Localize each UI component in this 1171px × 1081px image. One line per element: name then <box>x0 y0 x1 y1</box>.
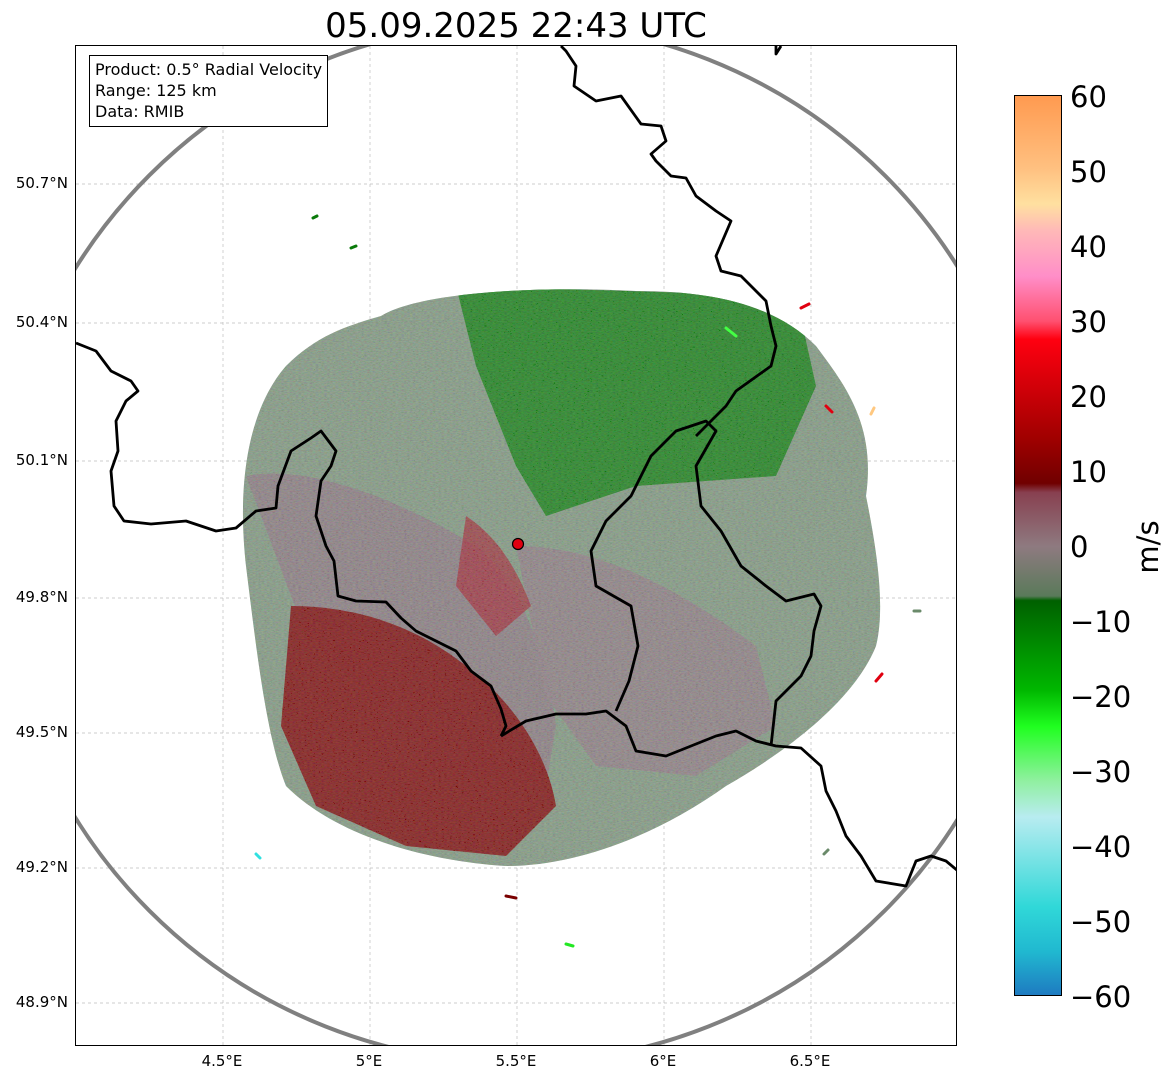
radar-site-marker <box>511 537 525 551</box>
radar-map-svg <box>76 46 956 1045</box>
lon-tick-label: 6.5°E <box>789 1052 831 1070</box>
colorbar-tick: −40 <box>1070 830 1132 864</box>
product-label: Product: 0.5° Radial Velocity <box>95 60 323 79</box>
colorbar-tick: 20 <box>1070 380 1107 414</box>
lat-tick-label: 50.7°N <box>15 174 68 192</box>
lon-tick-label: 6°E <box>649 1052 677 1070</box>
lat-tick-label: 50.4°N <box>15 313 68 331</box>
velocity-colorbar <box>1014 95 1062 996</box>
lat-tick-label: 50.1°N <box>15 451 68 469</box>
colorbar-tick: 40 <box>1070 230 1107 264</box>
colorbar-tick: −60 <box>1070 980 1132 1014</box>
echo-flecks <box>254 214 922 948</box>
radar-map-plot <box>75 45 957 1046</box>
lat-tick-label: 49.2°N <box>15 858 68 876</box>
colorbar-tick: −20 <box>1070 680 1132 714</box>
lat-tick-label: 49.8°N <box>15 588 68 606</box>
lon-tick-label: 5.5°E <box>495 1052 537 1070</box>
colorbar-unit-label: m/s <box>1131 520 1165 574</box>
lon-tick-label: 5°E <box>355 1052 383 1070</box>
map-title: 05.09.2025 22:43 UTC <box>325 6 707 46</box>
colorbar-tick: 0 <box>1070 530 1089 564</box>
country-borders <box>76 46 956 888</box>
lat-tick-label: 48.9°N <box>15 993 68 1011</box>
colorbar-tick: −50 <box>1070 905 1132 939</box>
colorbar-tick: −30 <box>1070 755 1132 789</box>
colorbar-tick: 30 <box>1070 305 1107 339</box>
colorbar-tick: 10 <box>1070 455 1107 489</box>
product-info-box: Product: 0.5° Radial Velocity Range: 125… <box>89 55 329 127</box>
range-label: Range: 125 km <box>95 81 217 100</box>
colorbar-tick: 50 <box>1070 155 1107 189</box>
colorbar-tick: −10 <box>1070 605 1132 639</box>
velocity-echoes <box>242 289 881 866</box>
data-source-label: Data: RMIB <box>95 102 185 121</box>
colorbar-tick: 60 <box>1070 80 1107 114</box>
lat-tick-label: 49.5°N <box>15 723 68 741</box>
lon-tick-label: 4.5°E <box>201 1052 243 1070</box>
